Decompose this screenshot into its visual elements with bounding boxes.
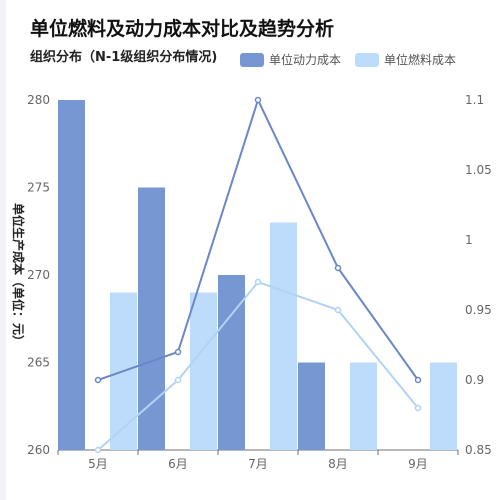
line-point-series2-1 bbox=[94, 446, 102, 454]
line-point-series2-3 bbox=[254, 278, 262, 286]
x-tick-label-4: 8月 bbox=[328, 457, 348, 471]
legend-label-power-cost: 单位动力成本 bbox=[269, 53, 342, 67]
legend: 单位动力成本 单位燃料成本 bbox=[240, 51, 456, 68]
y-left-tick-label: 275 bbox=[27, 181, 50, 195]
bar-series1-3 bbox=[218, 275, 245, 450]
legend-swatch-power-cost bbox=[240, 52, 264, 67]
line-point-series2-5 bbox=[414, 404, 422, 412]
bar-series2-2 bbox=[190, 292, 217, 450]
y-right-tick-label: 0.9 bbox=[465, 373, 484, 387]
chart-title: 单位燃料及动力成本对比及趋势分析 bbox=[30, 18, 335, 40]
bar-series1-4 bbox=[298, 362, 325, 450]
line-point-series1-5 bbox=[414, 376, 422, 384]
x-tick-label-2: 6月 bbox=[168, 457, 188, 471]
y-right-tick-label: 1 bbox=[465, 233, 473, 247]
bar-series2-3 bbox=[270, 222, 297, 450]
y-right-tick-label: 0.85 bbox=[465, 443, 492, 457]
bar-series2-4 bbox=[350, 362, 377, 450]
bar-series1-1 bbox=[58, 100, 85, 450]
bar-series2-5 bbox=[430, 362, 457, 450]
bar-series1-2 bbox=[138, 187, 165, 450]
y-right-tick-label: 1.1 bbox=[465, 93, 484, 107]
y-left-axis-title: 单位生产成本（单位：元） bbox=[11, 203, 26, 347]
line-point-series1-4 bbox=[334, 264, 342, 272]
line-point-series1-1 bbox=[94, 376, 102, 384]
y-right-tick-label: 1.05 bbox=[465, 163, 492, 177]
x-tick-label-5: 9月 bbox=[408, 457, 428, 471]
line-point-series1-2 bbox=[174, 348, 182, 356]
line-point-series2-2 bbox=[174, 376, 182, 384]
left-edge-strip bbox=[0, 0, 6, 500]
line-point-series2-4 bbox=[334, 306, 342, 314]
legend-item-power-cost[interactable]: 单位动力成本 bbox=[240, 51, 341, 68]
chart-subtitle: 组织分布（N-1级组织分布情况) bbox=[30, 50, 218, 65]
legend-item-fuel-cost[interactable]: 单位燃料成本 bbox=[355, 51, 456, 68]
y-left-tick-label: 280 bbox=[27, 93, 50, 107]
line-point-series1-3 bbox=[254, 96, 262, 104]
legend-label-fuel-cost: 单位燃料成本 bbox=[384, 53, 457, 67]
x-tick-label-1: 5月 bbox=[88, 457, 108, 471]
y-left-tick-label: 260 bbox=[27, 443, 50, 457]
y-left-tick-label: 270 bbox=[27, 268, 50, 282]
legend-swatch-fuel-cost bbox=[355, 52, 380, 67]
y-right-tick-label: 0.95 bbox=[465, 303, 492, 317]
y-left-tick-label: 265 bbox=[27, 356, 50, 370]
x-tick-label-3: 7月 bbox=[248, 457, 268, 471]
